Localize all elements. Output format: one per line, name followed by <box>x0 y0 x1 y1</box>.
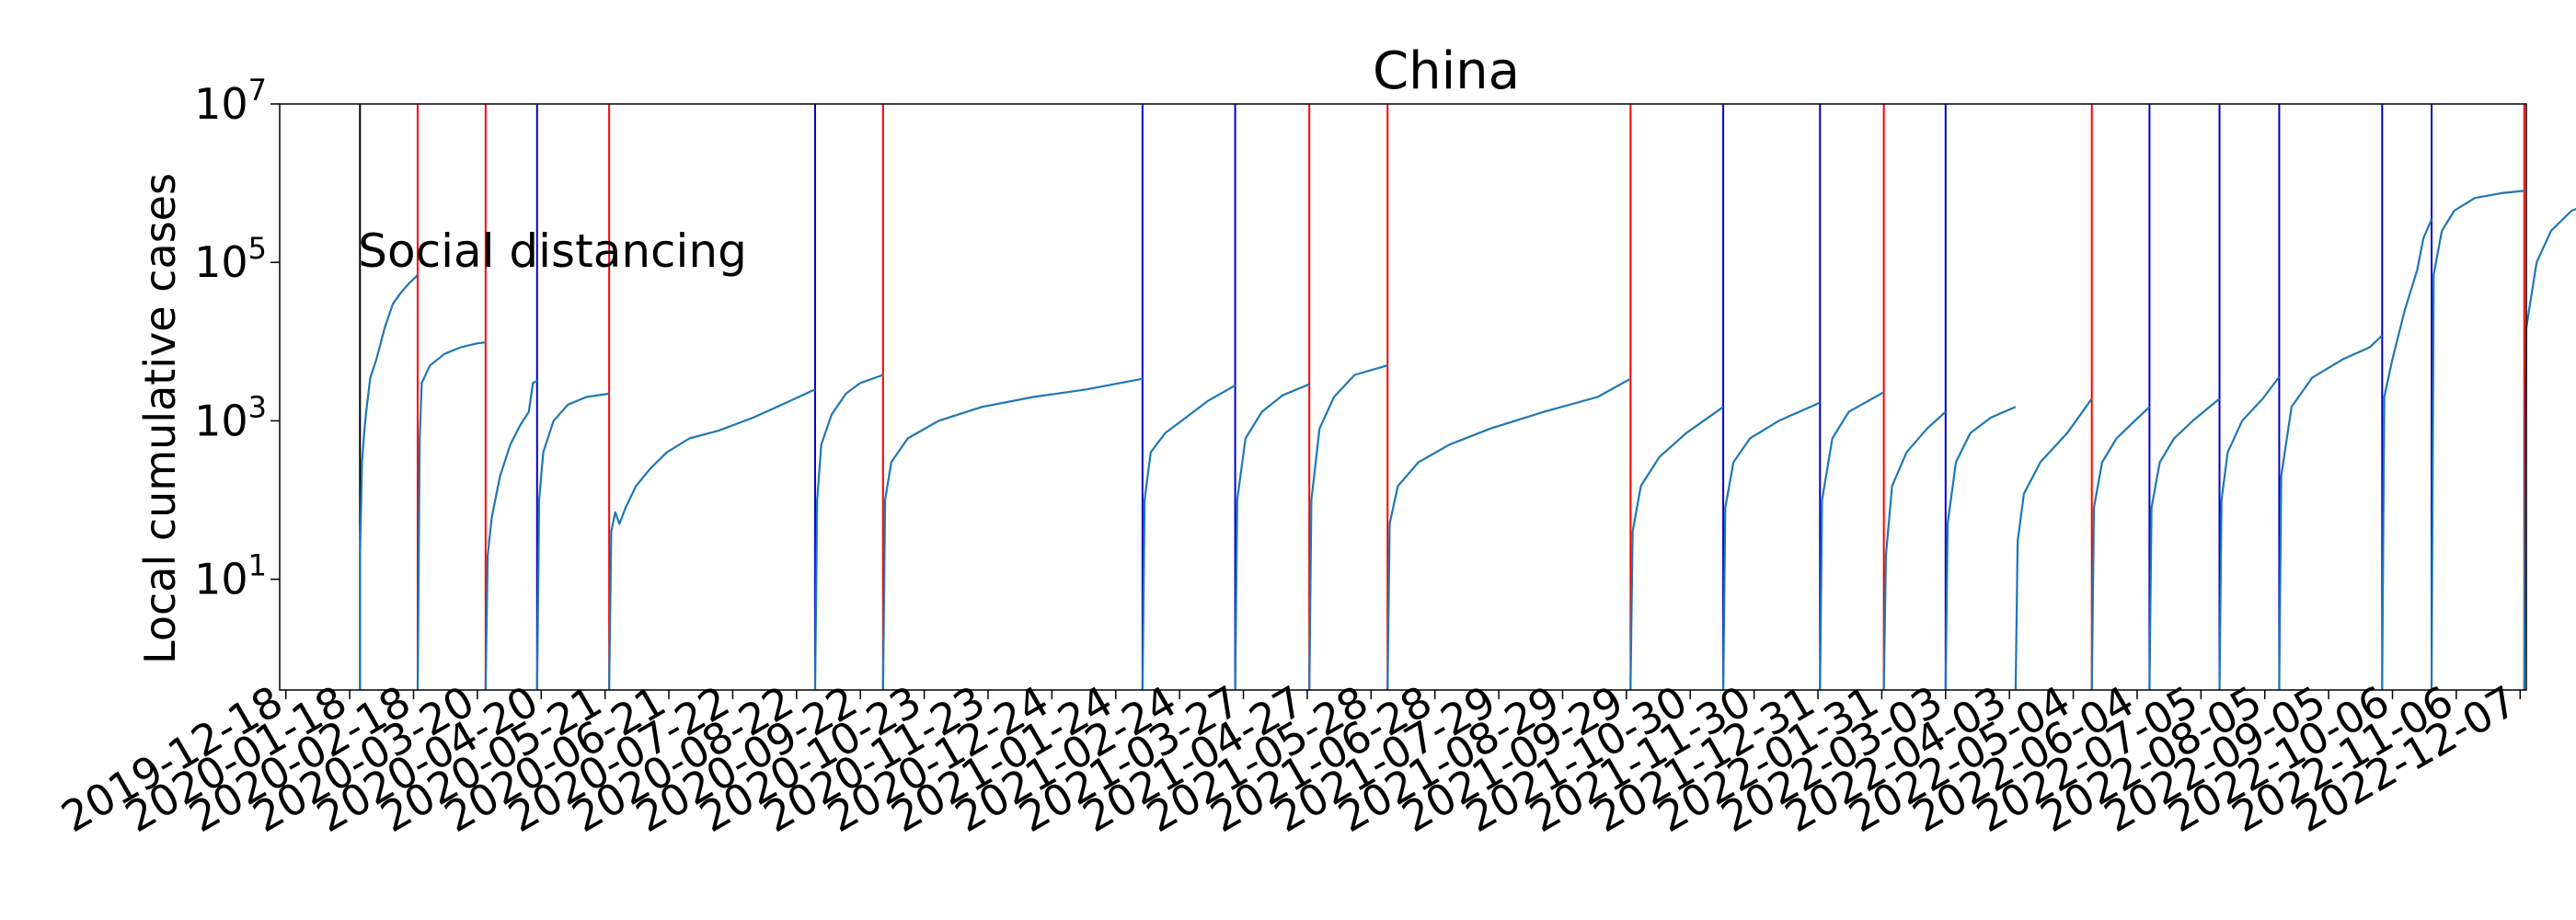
y-tick-label: 107 <box>194 73 267 129</box>
series-segment <box>1386 377 1631 691</box>
series-segment <box>881 377 1144 691</box>
series-segment <box>484 379 538 691</box>
series-segment <box>2381 218 2433 691</box>
series-segment <box>2218 375 2281 691</box>
series-segment <box>1308 364 1388 691</box>
series-segment <box>359 273 419 690</box>
series-segment <box>2014 397 2093 691</box>
series-segment <box>2278 334 2384 691</box>
series-segment <box>1882 410 1947 691</box>
series-segment <box>2148 397 2221 691</box>
series-segment <box>813 374 884 691</box>
y-tick-label: 105 <box>194 231 267 287</box>
annotation-text: Social distancing <box>358 224 747 278</box>
y-tick-label: 101 <box>194 548 267 604</box>
series-segment <box>2523 207 2576 691</box>
policy-lines <box>359 104 2525 690</box>
series-segment <box>2430 190 2524 691</box>
series-segment <box>1234 383 1310 691</box>
series-segment <box>1819 391 1885 691</box>
axis-ticks: 1011031051072019-12-182020-01-182020-02-… <box>53 73 2525 842</box>
y-tick-label: 103 <box>194 389 267 445</box>
series-segment <box>1722 401 1821 691</box>
series-segment <box>608 388 816 691</box>
series-segment <box>1944 406 2017 691</box>
y-axis-label: Local cumulative cases <box>135 173 185 664</box>
chart-title: China <box>1373 41 1520 101</box>
series-segment <box>535 392 610 691</box>
series-segment <box>2090 406 2151 691</box>
plot-frame <box>279 103 2527 691</box>
series-segment <box>416 341 486 691</box>
series-segment <box>1141 384 1236 691</box>
cases-series <box>359 190 2576 691</box>
series-segment <box>1629 406 1724 691</box>
